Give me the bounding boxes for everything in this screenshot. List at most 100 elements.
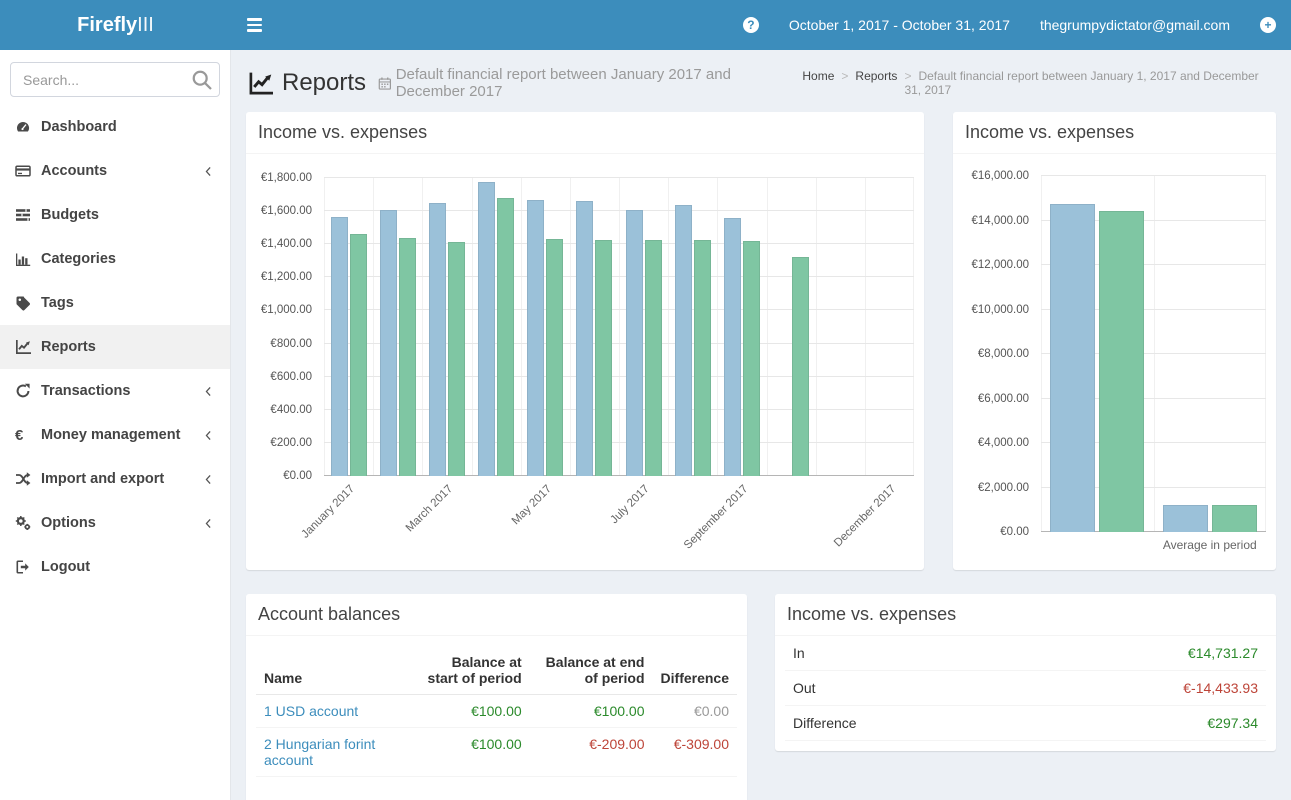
y-axis-tick-label: €2,000.00 xyxy=(963,482,1029,494)
breadcrumb-current: Default financial report between January… xyxy=(904,69,1274,97)
summary-label: Difference xyxy=(785,706,1010,741)
y-axis-tick-label: €600.00 xyxy=(256,371,312,383)
credit-card-icon xyxy=(15,163,41,179)
dashboard-icon xyxy=(15,119,41,135)
chart-bar-expenses[interactable] xyxy=(595,240,612,476)
chart-bar-income[interactable] xyxy=(1050,204,1095,532)
account-link[interactable]: 1 USD account xyxy=(264,703,358,719)
y-axis-tick-label: €200.00 xyxy=(256,437,312,449)
search-input[interactable] xyxy=(10,62,220,97)
chart-bar-expenses[interactable] xyxy=(694,240,711,476)
sidebar-item-label: Budgets xyxy=(41,207,99,223)
date-range-picker[interactable]: October 1, 2017 - October 31, 2017 xyxy=(774,0,1025,50)
sidebar-item-transactions[interactable]: Transactions xyxy=(0,369,230,413)
table-row: In €14,731.27 xyxy=(785,636,1266,671)
line-chart-icon xyxy=(15,339,41,355)
sidebar-item-label: Reports xyxy=(41,339,96,355)
difference-value: €-309.00 xyxy=(653,728,738,777)
income-expenses-period-chart[interactable]: €0.00€2,000.00€4,000.00€6,000.00€8,000.0… xyxy=(963,176,1266,558)
chart-bar-income[interactable] xyxy=(724,218,741,476)
x-axis-tick-label: March 2017 xyxy=(404,483,455,534)
y-axis-tick-label: €8,000.00 xyxy=(963,348,1029,360)
y-axis-tick-label: €800.00 xyxy=(256,338,312,350)
firefly-app: FireflyIII ? October 1, 2017 - October 3… xyxy=(0,0,1291,800)
breadcrumb-home-link[interactable]: Home xyxy=(802,69,834,83)
top-navbar: FireflyIII ? October 1, 2017 - October 3… xyxy=(0,0,1291,50)
sidebar-item-reports[interactable]: Reports xyxy=(0,325,230,369)
chart-bar-income[interactable] xyxy=(478,182,495,476)
chevron-left-icon xyxy=(202,517,215,530)
sidebar-toggle-button[interactable] xyxy=(231,0,277,50)
sidebar-item-accounts[interactable]: Accounts xyxy=(0,149,230,193)
hamburger-icon xyxy=(247,18,262,21)
column-header-start: Balance at start of period xyxy=(416,646,530,695)
chevron-left-icon xyxy=(202,385,215,398)
category-slot xyxy=(521,178,570,476)
chart-bar-income[interactable] xyxy=(1163,505,1208,532)
breadcrumb-reports-link[interactable]: Reports xyxy=(855,69,897,83)
sidebar-item-tags[interactable]: Tags xyxy=(0,281,230,325)
chart-plot-area[interactable]: €0.00€200.00€400.00€600.00€800.00€1,000.… xyxy=(324,178,914,476)
chart-bar-income[interactable] xyxy=(576,201,593,476)
sidebar-item-label: Categories xyxy=(41,251,116,267)
chart-bar-expenses[interactable] xyxy=(497,198,514,476)
sidebar-item-options[interactable]: Options xyxy=(0,501,230,545)
category-slot xyxy=(324,178,373,476)
chart-bar-expenses[interactable] xyxy=(399,238,416,476)
income-expenses-summary-table: In €14,731.27 Out €-14,433.93 Difference… xyxy=(785,636,1266,741)
sidebar-search xyxy=(10,62,220,97)
chart-bar-income[interactable] xyxy=(675,205,692,476)
x-axis-tick-label: January 2017 xyxy=(299,483,357,541)
sidebar-item-label: Import and export xyxy=(41,471,164,487)
panel-title: Income vs. expenses xyxy=(787,604,956,624)
plus-circle-icon: + xyxy=(1260,17,1276,33)
sidebar-item-budgets[interactable]: Budgets xyxy=(0,193,230,237)
account-link[interactable]: 2 Hungarian forint account xyxy=(264,736,375,768)
question-circle-icon: ? xyxy=(743,17,759,33)
sidebar-item-logout[interactable]: Logout xyxy=(0,545,230,589)
chart-bar-expenses[interactable] xyxy=(448,242,465,476)
column-header-name: Name xyxy=(256,646,416,695)
search-icon xyxy=(190,68,214,92)
chart-plot-area[interactable]: €0.00€2,000.00€4,000.00€6,000.00€8,000.0… xyxy=(1041,176,1266,532)
y-axis-tick-label: €1,800.00 xyxy=(256,172,312,184)
navbar-right-menu: ? October 1, 2017 - October 31, 2017 the… xyxy=(728,0,1291,50)
chart-bar-expenses[interactable] xyxy=(792,257,809,476)
category-slot xyxy=(1154,176,1267,532)
chart-bar-income[interactable] xyxy=(331,217,348,476)
chart-bar-expenses[interactable] xyxy=(645,240,662,476)
sidebar-item-categories[interactable]: Categories xyxy=(0,237,230,281)
search-submit-button[interactable] xyxy=(190,68,214,92)
summary-value: €297.34 xyxy=(1010,706,1266,741)
chart-bar-income[interactable] xyxy=(380,210,397,476)
chart-bar-income[interactable] xyxy=(626,210,643,476)
report-subtitle-text: Default financial report between January… xyxy=(396,66,803,100)
balance-end-value: €-209.00 xyxy=(530,728,653,777)
summary-value: €14,731.27 xyxy=(1010,636,1266,671)
user-menu[interactable]: thegrumpydictator@gmail.com xyxy=(1025,0,1245,50)
chart-bar-expenses[interactable] xyxy=(546,239,563,476)
help-button[interactable]: ? xyxy=(728,0,774,50)
chart-bar-expenses[interactable] xyxy=(1212,505,1257,532)
panel-title: Income vs. expenses xyxy=(258,122,427,142)
category-slot xyxy=(816,178,865,476)
chart-bar-expenses[interactable] xyxy=(1099,211,1144,532)
x-axis-tick-label: May 2017 xyxy=(510,483,554,527)
content-header: Reports Default financial report between… xyxy=(246,58,1276,112)
category-slot xyxy=(422,178,471,476)
income-expenses-monthly-chart[interactable]: €0.00€200.00€400.00€600.00€800.00€1,000.… xyxy=(256,178,914,574)
sidebar-item-import-export[interactable]: Import and export xyxy=(0,457,230,501)
chart-bar-expenses[interactable] xyxy=(743,241,760,476)
page-title: Reports xyxy=(282,69,366,97)
chart-bar-income[interactable] xyxy=(527,200,544,476)
y-axis-tick-label: €0.00 xyxy=(963,526,1029,538)
quick-add-button[interactable]: + xyxy=(1245,0,1291,50)
sidebar-item-dashboard[interactable]: Dashboard xyxy=(0,105,230,149)
chart-bar-income[interactable] xyxy=(429,203,446,476)
chart-bar-expenses[interactable] xyxy=(350,234,367,476)
category-slot xyxy=(373,178,422,476)
sidebar-item-money-management[interactable]: € Money management xyxy=(0,413,230,457)
brand-logo[interactable]: FireflyIII xyxy=(0,0,231,50)
sign-out-icon xyxy=(15,559,41,575)
category-slot xyxy=(570,178,619,476)
